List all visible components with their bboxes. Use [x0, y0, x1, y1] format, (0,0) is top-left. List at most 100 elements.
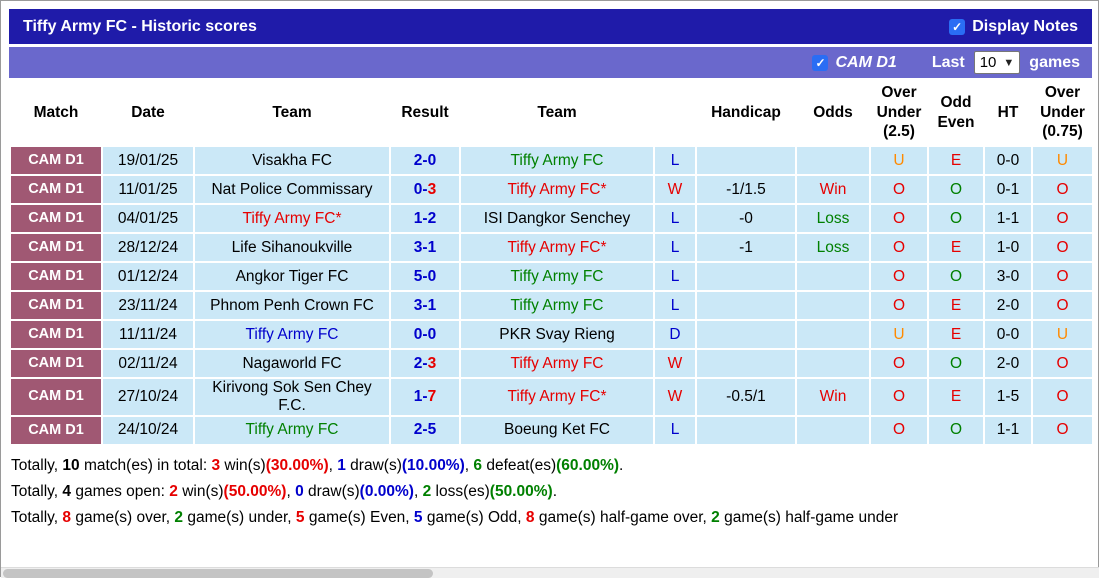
over-under-25-result: O — [869, 348, 929, 379]
over-under-25-result: O — [869, 174, 929, 205]
last-label: Last — [931, 53, 965, 71]
display-notes-label: Display Notes — [972, 17, 1078, 35]
col-header-over-under-075: Over Under (0.75) — [1032, 80, 1093, 146]
summary-segment: 5 — [295, 508, 305, 526]
outcome-letter: L — [653, 290, 697, 321]
handicap-result — [795, 414, 871, 446]
summary-segment: game(s) under, — [183, 508, 296, 526]
title-bar: Tiffy Army FC - Historic scores ✓ Displa… — [9, 9, 1092, 44]
historic-scores-table: Match Date Team Result Team Handicap Odd… — [9, 80, 1094, 446]
outcome-letter: W — [653, 174, 697, 205]
match-badge: CAM D1 — [9, 377, 103, 417]
outcome-letter: W — [653, 377, 697, 417]
summary-segment: 2 — [711, 508, 720, 526]
summary-segment: Totally, — [11, 482, 63, 500]
summary-segment: game(s) Odd, — [422, 508, 526, 526]
col-header-result: Result — [390, 80, 460, 146]
summary-segment: Totally, — [11, 508, 63, 526]
over-under-075-result: O — [1031, 232, 1094, 263]
table-row: CAM D1 11/01/25 Nat Police Commissary 0-3 Ti… — [9, 174, 1094, 205]
summary-segment: 2 — [169, 482, 178, 500]
summary-segment: game(s) Even, — [304, 508, 414, 526]
handicap-value: -1 — [695, 232, 797, 263]
summary-line: Totally, 4 games open: 2 win(s)(50.00%),… — [11, 479, 1090, 505]
over-under-25-result: O — [869, 232, 929, 263]
away-goals: 3 — [427, 180, 437, 198]
handicap-value — [695, 348, 797, 379]
table-row: CAM D1 02/11/24 Nagaworld FC 2-3 Tiffy Army … — [9, 348, 1094, 379]
odd-even-result: O — [927, 261, 985, 292]
col-header-outcome — [654, 80, 696, 146]
summary-segment: game(s) half-game under — [719, 508, 899, 526]
col-header-match: Match — [10, 80, 102, 146]
col-header-halftime: HT — [984, 80, 1032, 146]
home-team: Tiffy Army FC* — [193, 203, 391, 234]
home-team: Kirivong Sok Sen Chey F.C. — [193, 377, 391, 417]
summary-segment: 8 — [62, 508, 72, 526]
match-date: 11/11/24 — [101, 319, 195, 350]
games-count-select[interactable]: 10 ▼ — [973, 51, 1021, 74]
match-badge: CAM D1 — [9, 290, 103, 321]
home-team: Tiffy Army FC — [193, 319, 391, 350]
league-filter-toggle[interactable]: ✓ CAM D1 — [812, 54, 922, 72]
league-checkbox[interactable]: ✓ — [812, 54, 829, 71]
table-row: CAM D1 19/01/25 Visakha FC 2-0 Tiffy Army FC… — [9, 145, 1094, 176]
summary-segment: (30.00%) — [265, 456, 329, 474]
odd-even-result: E — [927, 145, 985, 176]
result-score: 1-7 — [389, 377, 461, 417]
away-goals: 7 — [427, 387, 437, 405]
games-count-value: 10 — [979, 54, 997, 71]
match-date: 04/01/25 — [101, 203, 195, 234]
away-goals: 3 — [427, 354, 437, 372]
handicap-result — [795, 319, 871, 350]
match-date: 27/10/24 — [101, 377, 195, 417]
halftime-score: 2-0 — [983, 290, 1033, 321]
table-row: CAM D1 28/12/24 Life Sihanoukville 3-1 Tiffy… — [9, 232, 1094, 263]
home-team: Life Sihanoukville — [193, 232, 391, 263]
summary-segment: . — [552, 482, 557, 500]
outcome-letter: L — [653, 232, 697, 263]
outcome-letter: L — [653, 145, 697, 176]
halftime-score: 1-0 — [983, 232, 1033, 263]
outcome-letter: L — [653, 414, 697, 446]
over-under-075-result: U — [1031, 319, 1094, 350]
match-badge: CAM D1 — [9, 145, 103, 176]
check-icon: ✓ — [952, 19, 963, 34]
home-team: Phnom Penh Crown FC — [193, 290, 391, 321]
halftime-score: 0-0 — [983, 145, 1033, 176]
page-title: Tiffy Army FC - Historic scores — [23, 17, 257, 35]
col-header-odds: Odds — [796, 80, 870, 146]
scrollbar-thumb[interactable] — [3, 569, 433, 578]
handicap-value: -1/1.5 — [695, 174, 797, 205]
match-date: 01/12/24 — [101, 261, 195, 292]
handicap-value — [695, 319, 797, 350]
summary-segment: 1 — [337, 456, 346, 474]
away-team: Tiffy Army FC — [459, 290, 655, 321]
summary-segment: games open: — [71, 482, 170, 500]
display-notes-checkbox[interactable]: ✓ — [949, 18, 966, 35]
over-under-075-result: O — [1031, 348, 1094, 379]
summary-line: Totally, 10 match(es) in total: 3 win(s)… — [11, 453, 1090, 479]
horizontal-scrollbar[interactable] — [1, 567, 1099, 578]
halftime-score: 1-1 — [983, 414, 1033, 446]
home-goals: 0- — [413, 180, 428, 198]
col-header-away-team: Team — [460, 80, 654, 146]
home-goals: 2- — [413, 421, 428, 439]
home-team: Nat Police Commissary — [193, 174, 391, 205]
display-notes-toggle[interactable]: ✓ Display Notes — [949, 18, 1078, 36]
table-row: CAM D1 24/10/24 Tiffy Army FC 2-5 Boeung Ket… — [9, 414, 1094, 446]
match-badge: CAM D1 — [9, 232, 103, 263]
home-goals: 0- — [413, 325, 428, 343]
handicap-result — [795, 348, 871, 379]
outcome-letter: W — [653, 348, 697, 379]
match-date: 02/11/24 — [101, 348, 195, 379]
halftime-score: 1-1 — [983, 203, 1033, 234]
summary-segment: 6 — [473, 456, 483, 474]
away-goals: 0 — [427, 151, 437, 169]
over-under-075-result: O — [1031, 377, 1094, 417]
over-under-075-result: O — [1031, 261, 1094, 292]
summary-segment: 2 — [422, 482, 432, 500]
over-under-25-result: O — [869, 261, 929, 292]
table-row: CAM D1 11/11/24 Tiffy Army FC 0-0 PKR Svay R… — [9, 319, 1094, 350]
